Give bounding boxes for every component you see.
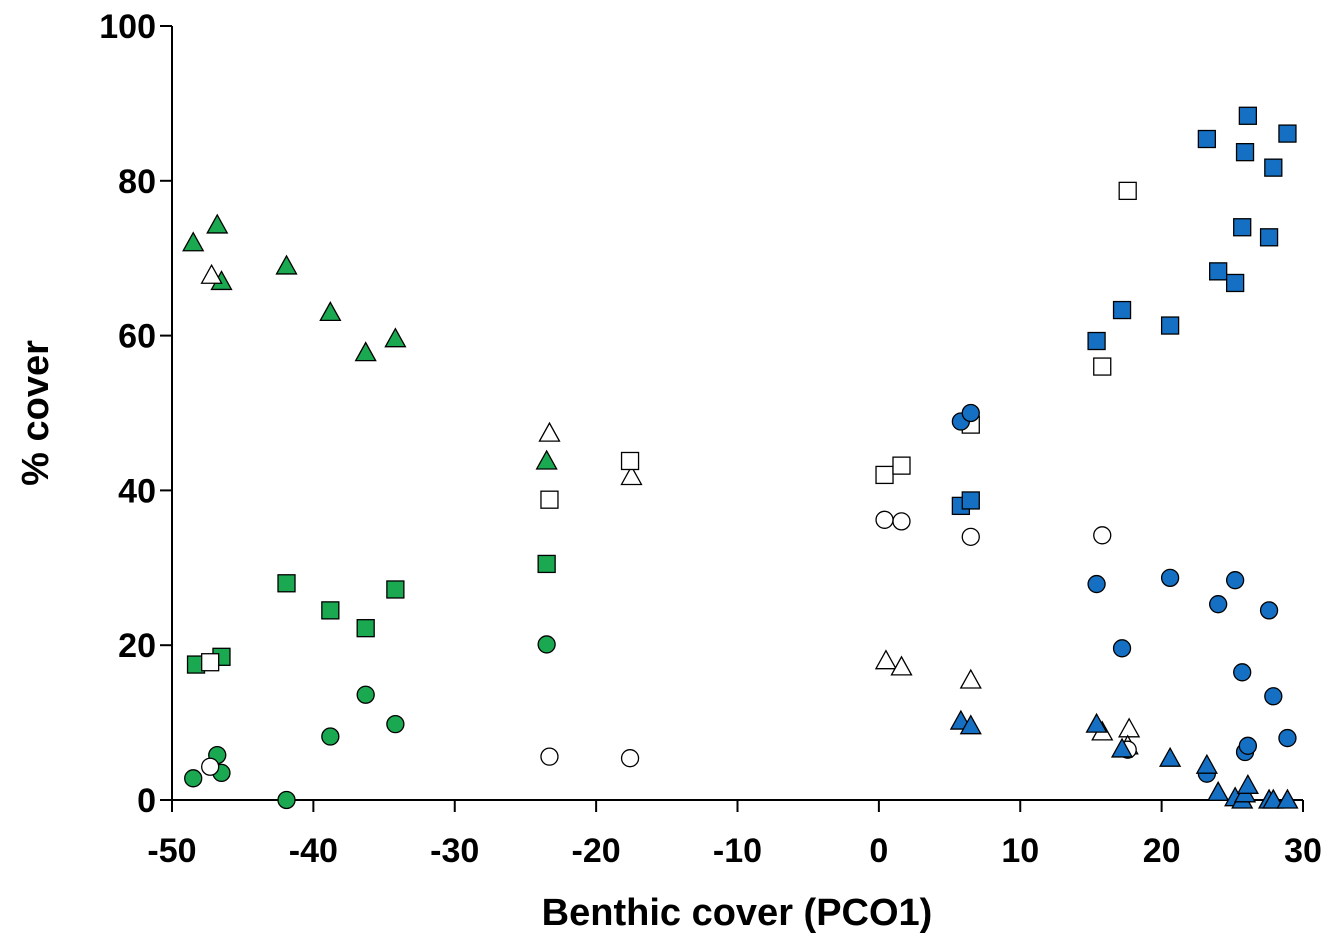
blue-triangle-point — [1110, 737, 1134, 758]
x-tick-label: -30 — [430, 832, 479, 870]
blue-triangle-point — [1262, 788, 1285, 809]
green-triangle-point — [535, 449, 558, 470]
x-tick-labels: -50 -40 -30 -20 -10 0 10 20 30 — [147, 832, 1321, 870]
blue-circle-point — [1259, 601, 1279, 620]
blue-triangle-point — [1276, 788, 1299, 809]
blue-circle-point — [1112, 639, 1132, 658]
blue-circle-point — [1209, 595, 1228, 614]
blue-square-point — [1238, 106, 1258, 125]
y-tick-label: 0 — [137, 782, 156, 820]
open-circle-point — [875, 510, 894, 529]
green-triangle-point — [354, 341, 377, 362]
open-circle-point — [961, 527, 980, 546]
green-triangle-point — [319, 301, 342, 322]
blue-square-point — [1225, 273, 1245, 293]
data-points — [182, 106, 1299, 810]
open-circle-point — [620, 749, 640, 768]
blue-square-point — [1160, 316, 1180, 335]
blue-circle-point — [1233, 663, 1252, 682]
open-square-point — [620, 451, 640, 471]
y-tick-label: 80 — [118, 163, 156, 201]
y-tick-label: 100 — [99, 8, 156, 46]
green-square-point — [321, 601, 340, 620]
open-triangle-point — [890, 655, 913, 676]
blue-triangle-point — [1195, 753, 1218, 774]
green-triangle-point — [384, 327, 407, 348]
x-tick-label: -10 — [713, 832, 762, 870]
y-tick-label: 20 — [118, 627, 156, 665]
x-tick-label: -20 — [572, 832, 621, 870]
x-tick-label: 0 — [869, 832, 888, 870]
blue-triangle-point — [959, 714, 982, 735]
blue-square-point — [1112, 300, 1132, 320]
open-square-point — [875, 465, 894, 485]
blue-square-point — [1233, 218, 1252, 237]
blue-circle-point — [1278, 728, 1297, 748]
green-circle-point — [277, 790, 296, 810]
green-square-point — [277, 574, 296, 593]
x-tick-label: -50 — [147, 832, 196, 870]
x-tick-label: -40 — [289, 832, 338, 870]
open-square-point — [892, 456, 911, 475]
blue-square-point — [1264, 158, 1283, 177]
open-triangle-point — [959, 668, 982, 689]
x-tick-label: 20 — [1143, 832, 1181, 870]
blue-triangle-point — [1159, 746, 1182, 767]
open-circle-point — [201, 757, 220, 776]
green-triangle-point — [275, 254, 298, 275]
blue-circle-point — [1238, 736, 1258, 755]
green-triangle-point — [182, 231, 205, 252]
x-tick-label: 30 — [1284, 832, 1322, 870]
y-axis-title: % cover — [15, 340, 57, 486]
blue-triangle-point — [1085, 712, 1108, 733]
open-triangle-point — [538, 421, 561, 442]
blue-circle-point — [1160, 568, 1180, 588]
open-square-point — [1118, 181, 1137, 201]
green-circle-point — [356, 685, 375, 704]
open-triangle-point — [874, 649, 898, 670]
blue-circle-point — [1225, 571, 1245, 590]
green-circle-point — [386, 714, 405, 734]
green-circle-point — [184, 769, 203, 788]
y-tick-label: 40 — [118, 472, 156, 510]
open-circle-point — [540, 747, 559, 766]
blue-circle-point — [1264, 687, 1283, 706]
open-triangle-point — [1118, 717, 1141, 738]
green-square-point — [386, 580, 405, 599]
green-circle-point — [321, 727, 340, 746]
blue-triangle-point — [1207, 780, 1230, 801]
green-square-point — [356, 619, 375, 638]
y-tick-labels: 0 20 40 60 80 100 — [99, 8, 156, 820]
x-tick-label: 10 — [1001, 832, 1039, 870]
blue-square-point — [1087, 331, 1106, 351]
blue-square-point — [1197, 129, 1217, 149]
axes — [160, 25, 1304, 812]
x-axis-title: Benthic cover (PCO1) — [542, 892, 933, 934]
blue-square-point — [961, 491, 980, 510]
green-circle-point — [537, 635, 556, 654]
blue-circle-point — [961, 403, 980, 423]
open-square-point — [1093, 357, 1112, 376]
green-triangle-point — [206, 213, 229, 234]
open-square-point — [540, 490, 559, 509]
green-square-point — [537, 554, 556, 574]
blue-square-point — [1259, 228, 1279, 247]
blue-square-point — [1209, 262, 1228, 281]
blue-square-point — [1278, 124, 1297, 143]
open-triangle-point — [620, 465, 643, 486]
open-triangle-point — [200, 263, 223, 284]
blue-triangle-point — [1236, 773, 1259, 794]
open-circle-point — [892, 512, 911, 531]
blue-circle-point — [1087, 574, 1106, 594]
blue-square-point — [1235, 143, 1255, 162]
open-square-point — [201, 653, 220, 672]
open-circle-point — [1093, 526, 1112, 545]
y-tick-label: 60 — [118, 318, 156, 356]
